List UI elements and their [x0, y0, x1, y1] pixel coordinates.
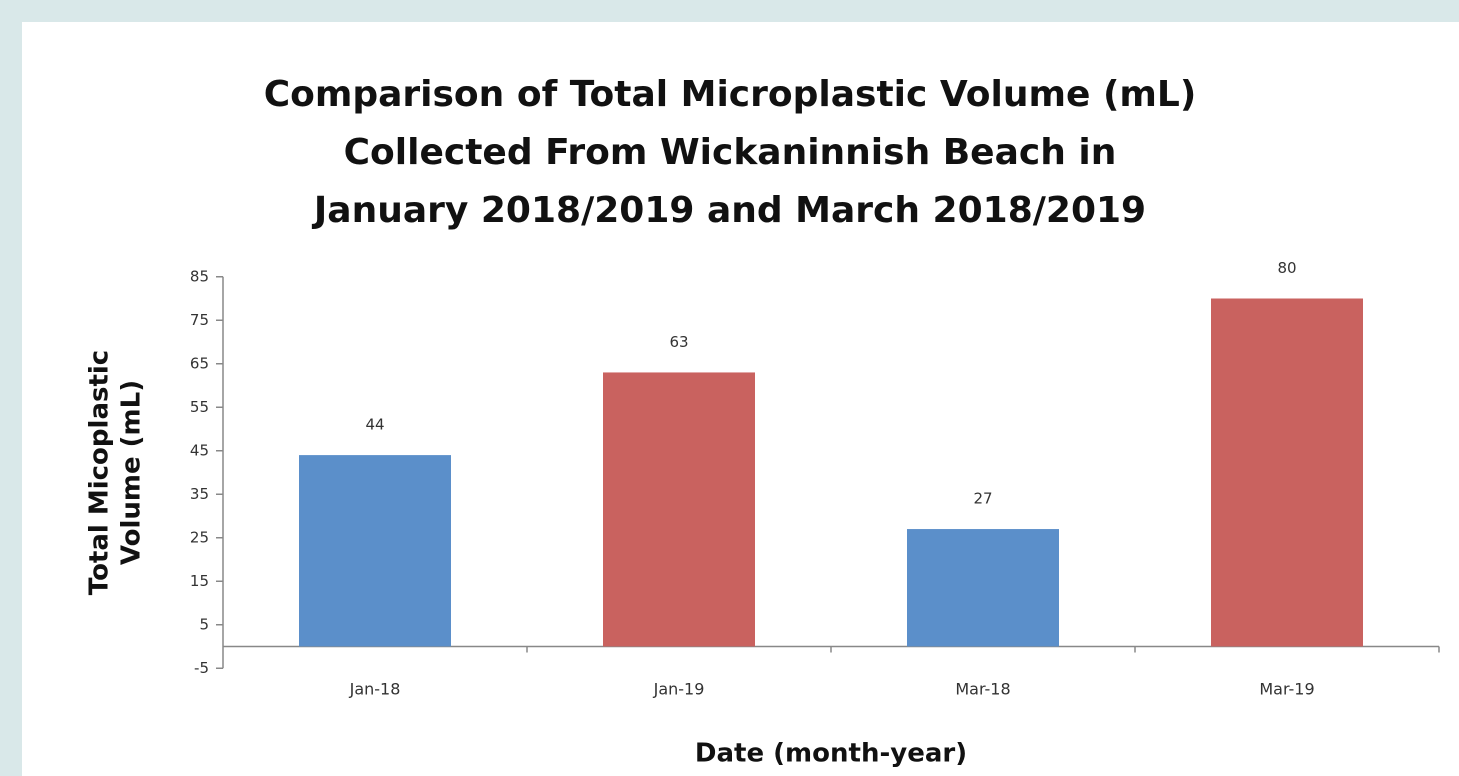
bar	[603, 372, 755, 647]
y-axis-title-line: Total Micoplastic	[85, 350, 115, 595]
data-label: 80	[1277, 259, 1296, 277]
chart-title: January 2018/2019 and March 2018/2019	[311, 190, 1146, 231]
y-tick-label: 85	[190, 267, 209, 285]
bar	[299, 455, 451, 647]
bar	[907, 529, 1059, 647]
x-tick-label: Mar-19	[1259, 680, 1314, 699]
y-tick-label: 5	[199, 615, 209, 633]
data-label: 44	[365, 416, 384, 434]
x-tick-label: Mar-18	[955, 680, 1010, 699]
x-tick-label: Jan-19	[653, 680, 705, 699]
data-label: 63	[669, 333, 688, 351]
y-tick-label: 55	[190, 398, 209, 416]
y-tick-label: 25	[190, 528, 209, 546]
y-axis-title: Total Micoplastic Volume (mL)	[85, 350, 147, 595]
y-axis-title-line: Volume (mL)	[117, 380, 147, 565]
x-axis-title: Date (month-year)	[695, 739, 967, 769]
x-tick-label: Jan-18	[349, 680, 401, 699]
chart-title: Collected From Wickaninnish Beach in	[344, 132, 1117, 173]
chart-title: Comparison of Total Microplastic Volume …	[264, 74, 1197, 115]
data-label: 27	[973, 490, 992, 508]
bar	[1211, 298, 1363, 647]
y-tick-label: 75	[190, 311, 209, 329]
y-tick-label: 15	[190, 572, 209, 590]
y-tick-label: 35	[190, 485, 209, 503]
y-tick-label: 45	[190, 441, 209, 459]
y-tick-label: 65	[190, 354, 209, 372]
y-tick-label: -5	[194, 659, 209, 677]
